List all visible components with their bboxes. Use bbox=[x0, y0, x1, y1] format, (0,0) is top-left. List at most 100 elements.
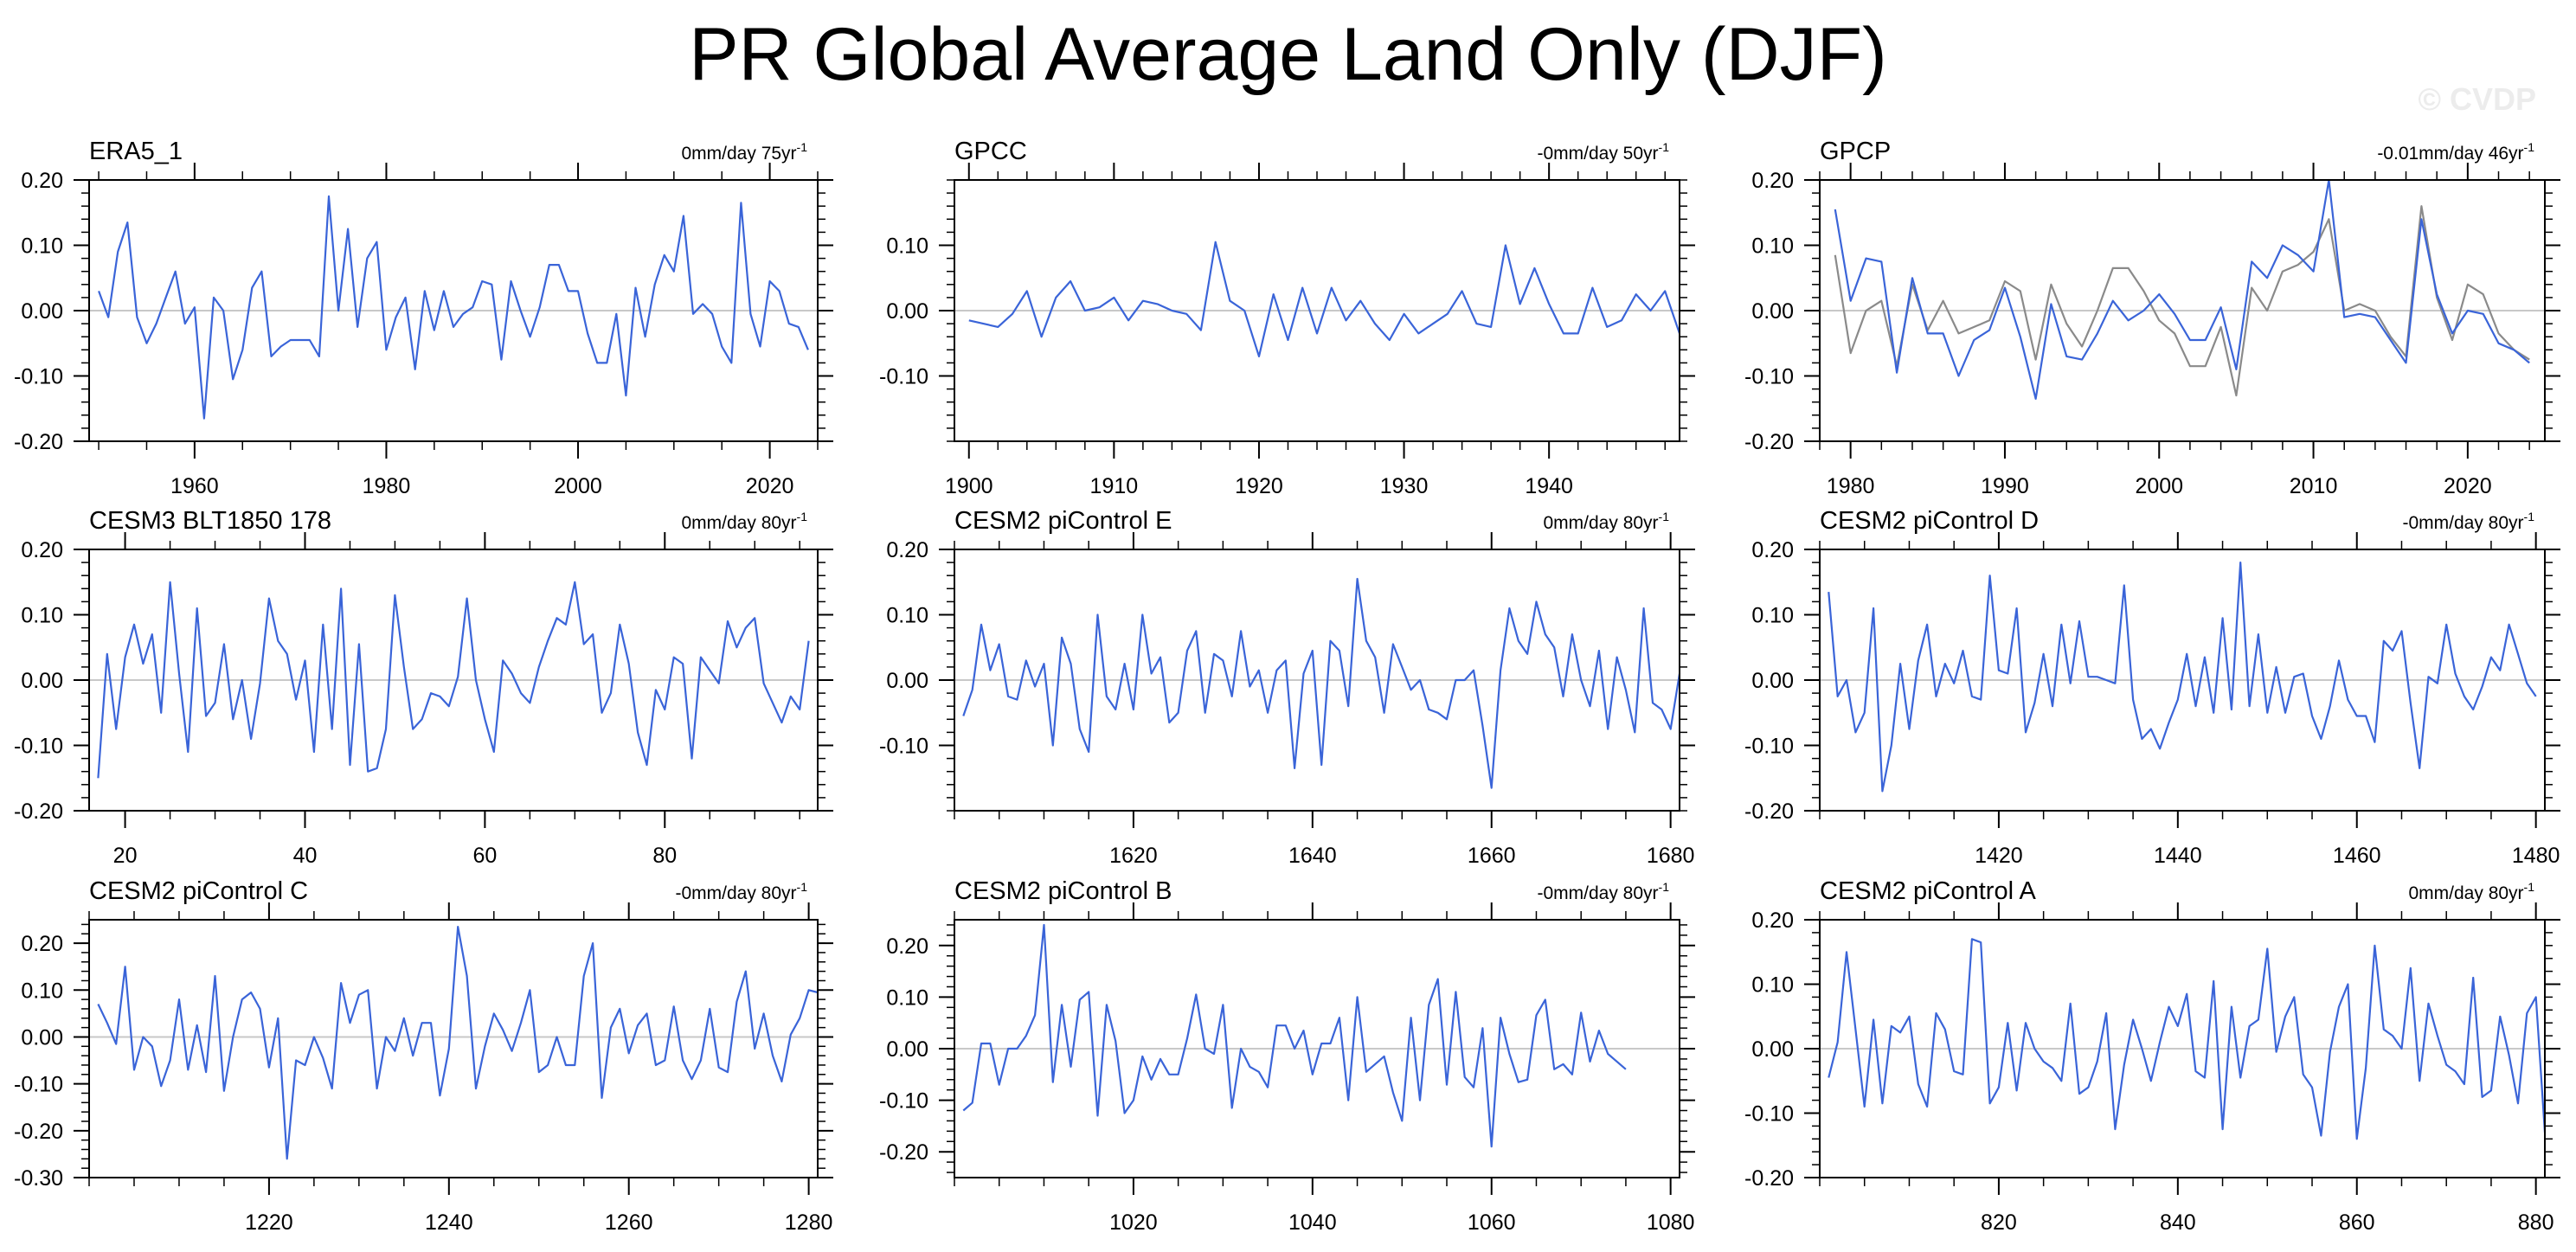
series-line bbox=[97, 581, 810, 779]
x-tick-label: 1980 bbox=[363, 474, 411, 498]
trend-superscript: -1 bbox=[2524, 510, 2535, 523]
trend-superscript: -1 bbox=[797, 510, 808, 523]
x-tick-label: 1280 bbox=[785, 1210, 833, 1235]
y-tick-label: 0.00 bbox=[886, 669, 928, 693]
watermark: © CVDP bbox=[2418, 81, 2536, 117]
trend-label: -0mm/day 80yr-1 bbox=[1538, 880, 1670, 903]
series-line bbox=[962, 923, 1627, 1148]
x-tick-label: 1940 bbox=[1525, 474, 1573, 498]
y-tick-label: 0.10 bbox=[1751, 604, 1794, 628]
chart-panel: 1620 1640 1660 1680 0.20 0.10 0.00 -0.10 CESM2 p… bbox=[879, 507, 1695, 868]
trend-label: 0mm/day 80yr-1 bbox=[2409, 880, 2535, 903]
y-tick-label: 0.00 bbox=[21, 1025, 63, 1050]
y-tick-label: 0.10 bbox=[21, 234, 63, 259]
trend-text: 0mm/day 75yr bbox=[682, 144, 797, 164]
series-line bbox=[1828, 561, 2537, 793]
x-tick-label: 1960 bbox=[170, 474, 219, 498]
trend-text: -0mm/day 80yr bbox=[2403, 513, 2524, 533]
trend-label: -0mm/day 50yr-1 bbox=[1538, 140, 1670, 164]
y-tick-label: 0.00 bbox=[1751, 299, 1794, 324]
x-tick-label: 2010 bbox=[2290, 474, 2338, 498]
plot-frame bbox=[88, 179, 819, 442]
series-line bbox=[962, 577, 1681, 789]
trend-superscript: -1 bbox=[2524, 140, 2535, 154]
trend-label: -0mm/day 80yr-1 bbox=[676, 880, 808, 903]
y-tick-label: 0.20 bbox=[886, 538, 928, 562]
y-tick-label: 0.10 bbox=[1751, 234, 1794, 259]
x-tick-label: 2000 bbox=[2135, 474, 2183, 498]
y-tick-label: -0.20 bbox=[14, 1120, 63, 1144]
series-line bbox=[1834, 178, 2530, 400]
trend-label: 0mm/day 75yr-1 bbox=[682, 140, 808, 164]
y-tick-label: -0.20 bbox=[1744, 1166, 1794, 1191]
x-tick-label: 20 bbox=[113, 844, 138, 868]
x-tick-label: 1220 bbox=[245, 1210, 293, 1235]
chart-panel: 1960 1980 2000 2020 0.20 0.10 0.00 -0.10 -0.20 ER… bbox=[14, 138, 833, 498]
x-tick-label: 1990 bbox=[1981, 474, 2029, 498]
panel-title: CESM2 piControl C bbox=[89, 877, 308, 905]
panel-title: CESM2 piControl E bbox=[954, 507, 1172, 535]
y-tick-label: 0.10 bbox=[21, 979, 63, 1003]
series-line bbox=[1828, 938, 2547, 1140]
x-tick-label: 1980 bbox=[1827, 474, 1875, 498]
x-tick-label: 2020 bbox=[2444, 474, 2492, 498]
trend-superscript: -1 bbox=[1659, 510, 1670, 523]
chart-panel: 1220 1240 1260 1280 0.20 0.10 0.00 -0.10 -0.20 -0… bbox=[14, 877, 833, 1235]
y-tick-label: -0.20 bbox=[14, 430, 63, 454]
y-tick-label: 0.20 bbox=[21, 169, 63, 193]
plot-frame bbox=[954, 919, 1680, 1178]
plot-frame bbox=[954, 549, 1680, 812]
x-tick-label: 1680 bbox=[1647, 844, 1695, 868]
y-tick-label: 0.20 bbox=[1751, 909, 1794, 933]
trend-superscript: -1 bbox=[797, 140, 808, 154]
x-tick-label: 1260 bbox=[605, 1210, 653, 1235]
trend-text: -0mm/day 80yr bbox=[676, 883, 797, 903]
y-tick-label: 0.20 bbox=[21, 538, 63, 562]
trend-text: 0mm/day 80yr bbox=[1544, 513, 1659, 533]
panel-title: CESM2 piControl A bbox=[1820, 877, 2036, 905]
trend-superscript: -1 bbox=[1659, 880, 1670, 894]
x-tick-label: 1240 bbox=[425, 1210, 473, 1235]
x-tick-label: 1040 bbox=[1288, 1210, 1337, 1235]
panel-title: CESM2 piControl B bbox=[954, 877, 1172, 905]
trend-text: 0mm/day 80yr bbox=[2409, 883, 2524, 903]
x-tick-label: 1900 bbox=[945, 474, 993, 498]
y-tick-label: -0.10 bbox=[14, 1073, 63, 1097]
x-tick-label: 820 bbox=[1981, 1210, 2017, 1235]
panel-title: GPCC bbox=[954, 138, 1027, 165]
y-tick-label: 0.20 bbox=[1751, 169, 1794, 193]
y-tick-label: 0.00 bbox=[886, 299, 928, 324]
trend-label: -0.01mm/day 46yr-1 bbox=[2377, 140, 2534, 164]
reference-series-line bbox=[1834, 205, 2530, 397]
x-tick-label: 1910 bbox=[1090, 474, 1139, 498]
y-tick-label: -0.20 bbox=[1744, 799, 1794, 824]
x-tick-label: 880 bbox=[2518, 1210, 2554, 1235]
x-tick-label: 1480 bbox=[2512, 844, 2560, 868]
y-tick-label: -0.10 bbox=[1744, 735, 1794, 759]
series-line bbox=[98, 195, 809, 420]
y-tick-label: 0.20 bbox=[1751, 538, 1794, 562]
x-tick-label: 1660 bbox=[1468, 844, 1516, 868]
y-tick-label: 0.00 bbox=[1751, 669, 1794, 693]
series-line bbox=[968, 241, 1681, 357]
x-tick-label: 1060 bbox=[1468, 1210, 1516, 1235]
plot-frame bbox=[1819, 549, 2546, 812]
y-tick-label: 0.10 bbox=[886, 986, 928, 1010]
y-tick-label: 0.10 bbox=[886, 604, 928, 628]
x-tick-label: 2000 bbox=[554, 474, 602, 498]
trend-text: -0mm/day 80yr bbox=[1538, 883, 1659, 903]
panel-title: CESM2 piControl D bbox=[1820, 507, 2039, 535]
trend-superscript: -1 bbox=[2524, 880, 2535, 894]
y-tick-label: -0.20 bbox=[1744, 430, 1794, 454]
chart-panel: 1420 1440 1460 1480 0.20 0.10 0.00 -0.10 -0.20 CE… bbox=[1744, 507, 2560, 868]
chart-panel: 1020 1040 1060 1080 0.20 0.10 0.00 -0.10 -0.20 CE… bbox=[879, 877, 1695, 1235]
trend-text: -0.01mm/day 46yr bbox=[2377, 144, 2523, 164]
x-tick-label: 1640 bbox=[1288, 844, 1337, 868]
x-tick-label: 1440 bbox=[2154, 844, 2202, 868]
x-tick-label: 1080 bbox=[1647, 1210, 1695, 1235]
trend-superscript: -1 bbox=[1659, 140, 1670, 154]
chart-panel: 1900 1910 1920 1930 1940 0.10 0.00 -0.10 GPCC -0m… bbox=[879, 138, 1695, 498]
trend-label: 0mm/day 80yr-1 bbox=[1544, 510, 1670, 533]
x-tick-label: 1620 bbox=[1109, 844, 1158, 868]
